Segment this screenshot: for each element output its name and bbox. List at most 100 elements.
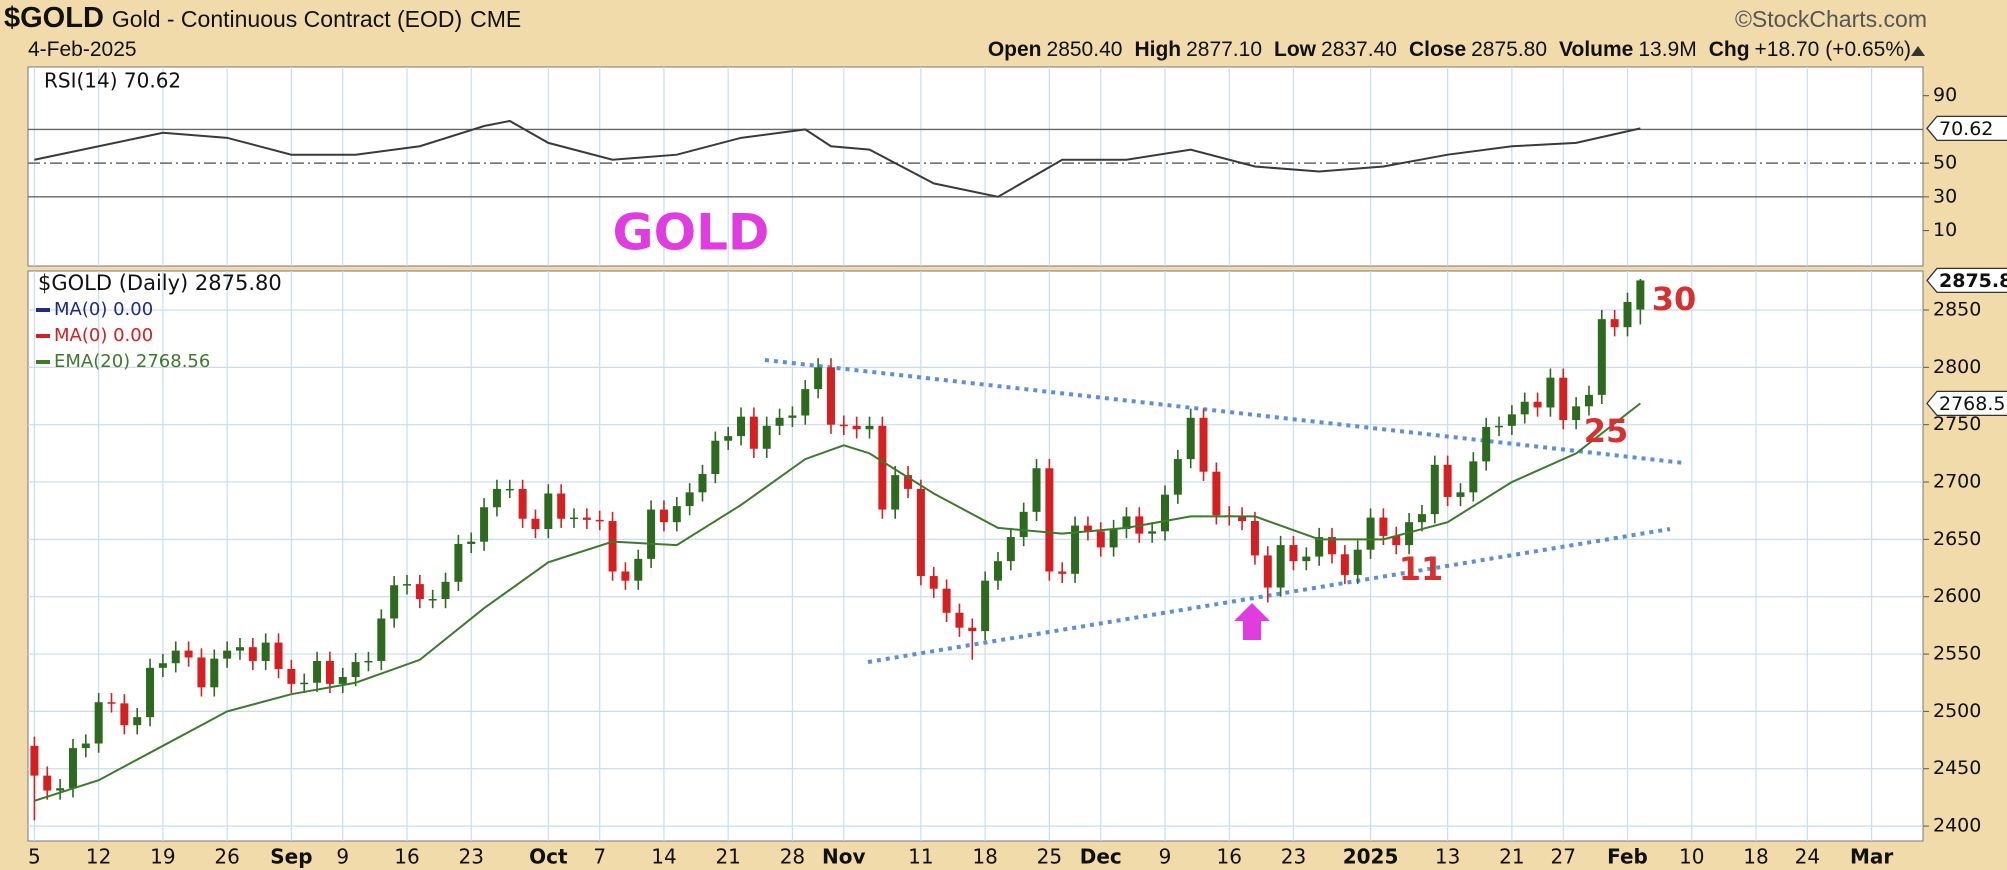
candle-body	[1019, 511, 1028, 538]
candle-body	[56, 788, 65, 791]
candle-body	[557, 493, 566, 519]
candle-body	[1148, 531, 1157, 534]
candle-body	[1546, 377, 1555, 408]
candle-body	[737, 416, 746, 437]
candle-body	[1109, 529, 1118, 548]
y-tick-label: 2500	[1933, 700, 1981, 722]
candle-body	[1289, 545, 1298, 562]
candle-body	[659, 509, 668, 523]
candle-body	[210, 658, 219, 688]
candle-body	[749, 416, 758, 449]
candle-body	[1315, 537, 1324, 557]
x-tick-label: 9	[336, 845, 349, 869]
candle-body	[595, 519, 604, 522]
x-tick-label: 18	[1743, 845, 1768, 869]
annotation: 11	[1399, 550, 1444, 588]
x-tick-label: 11	[908, 845, 933, 869]
candle-body	[158, 663, 167, 668]
candle-body	[621, 571, 630, 581]
arrow	[1234, 603, 1270, 640]
x-tick-label: 19	[150, 845, 175, 869]
price-legend: $GOLD (Daily) 2875.80	[38, 271, 282, 295]
quote-label: Low	[1274, 38, 1317, 61]
rsi-line	[34, 119, 1641, 198]
candle-body	[1276, 545, 1285, 588]
up-triangle	[1911, 46, 1925, 56]
candle-body	[364, 660, 373, 663]
candle-body	[544, 493, 553, 530]
x-tick-label: 26	[214, 845, 239, 869]
x-tick-label: 24	[1795, 845, 1820, 869]
candle-body	[865, 425, 874, 430]
candle-body	[1250, 521, 1259, 556]
candle-body	[1122, 516, 1131, 530]
candle-body	[570, 517, 579, 520]
source: ©StockCharts.com	[1734, 6, 1927, 32]
trend-line	[764, 358, 1685, 465]
candle-body	[30, 745, 39, 776]
candle-body	[1443, 464, 1452, 497]
x-tick-label: Feb	[1607, 845, 1648, 869]
y-tick-label: 2800	[1933, 356, 1981, 378]
candle-body	[1058, 571, 1067, 574]
quote-item: Close 2875.80	[1409, 38, 1547, 62]
candle-body	[68, 748, 77, 789]
candle-body	[43, 775, 52, 791]
candle-body	[1623, 301, 1632, 328]
quote-value: +18.70 (+0.65%)	[1754, 38, 1911, 61]
x-tick-label: Nov	[822, 845, 866, 869]
annotation: 30	[1652, 280, 1697, 318]
candle-body	[993, 561, 1002, 581]
quote-label: Open	[987, 38, 1042, 61]
candle-body	[801, 389, 810, 416]
candle-body	[1456, 492, 1465, 497]
y-tick-label: 90	[1933, 84, 1957, 106]
quote-item: Chg +18.70 (+0.65%)	[1709, 38, 1911, 62]
instrument-name: Gold - Continuous Contract (EOD)	[111, 6, 463, 32]
candle-body	[467, 541, 476, 544]
y-tick-label: 50	[1933, 152, 1957, 174]
symbol: $GOLD	[4, 2, 104, 34]
candle-body	[916, 488, 925, 577]
candle-body	[1045, 468, 1054, 572]
candle-body	[1340, 554, 1349, 575]
candle-body	[981, 580, 990, 632]
candle-body	[1430, 464, 1439, 515]
quote-label: High	[1134, 38, 1182, 61]
candle-body	[300, 682, 309, 685]
quote-item: Low 2837.40	[1274, 38, 1397, 62]
candle-body	[1353, 549, 1362, 575]
candle-body	[1302, 556, 1311, 562]
candle-body	[223, 650, 232, 659]
candle-body	[480, 507, 489, 542]
x-tick-label: 21	[1499, 845, 1524, 869]
y-tick-label: 2750	[1933, 413, 1981, 435]
candle-body	[171, 650, 180, 664]
quote-value: 2877.10	[1186, 38, 1263, 61]
trend-line	[867, 527, 1671, 664]
rsi-panel	[27, 66, 1924, 267]
candle-body	[968, 627, 977, 632]
candle-body	[1572, 406, 1581, 421]
quote-item: High 2877.10	[1134, 38, 1262, 62]
x-tick-label: Mar	[1850, 845, 1893, 869]
candle-body	[1186, 417, 1195, 460]
candle-body	[904, 475, 913, 489]
candle-body	[120, 703, 129, 726]
candle-body	[1482, 426, 1491, 462]
quote-value: 13.9M	[1638, 38, 1697, 61]
value-tag	[1926, 390, 2007, 417]
x-tick-label: Oct	[529, 845, 568, 869]
x-tick-label: 7	[593, 845, 606, 869]
grid	[28, 67, 1923, 841]
rsi-legend: RSI(14) 70.62	[44, 69, 181, 93]
x-tick-label: 23	[459, 845, 484, 869]
candle-body	[403, 584, 411, 586]
candle-body	[94, 702, 103, 744]
candle-body	[133, 717, 142, 726]
candle-body	[1238, 516, 1247, 522]
candle-body	[1032, 468, 1041, 512]
candle-body	[81, 743, 90, 749]
